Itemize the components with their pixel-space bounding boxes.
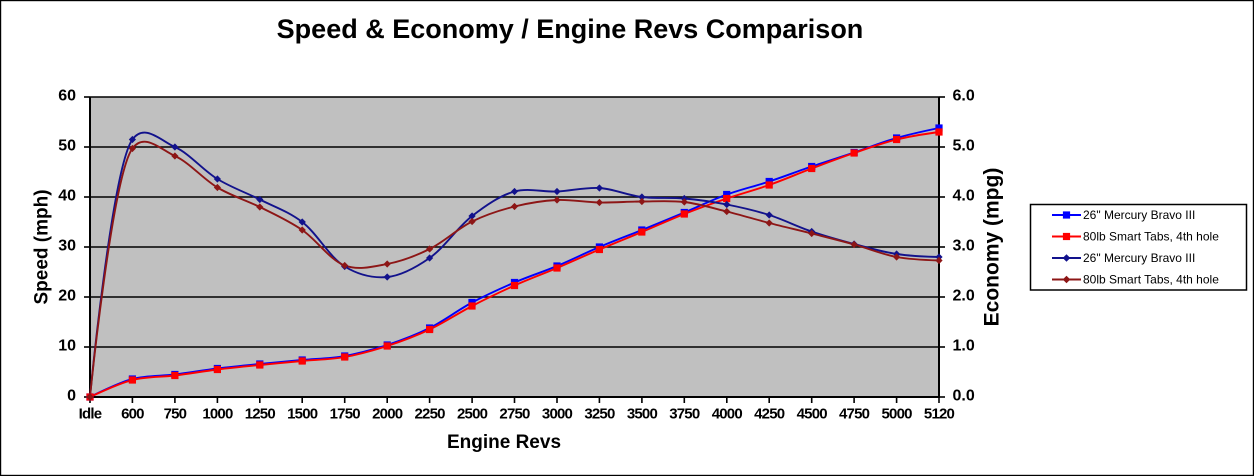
svg-text:20: 20 <box>58 288 76 305</box>
svg-text:3250: 3250 <box>584 406 615 423</box>
svg-text:30: 30 <box>58 238 76 255</box>
svg-text:4.0: 4.0 <box>953 188 975 205</box>
svg-text:4500: 4500 <box>797 406 828 423</box>
svg-text:1750: 1750 <box>330 406 361 423</box>
svg-text:1000: 1000 <box>202 406 233 423</box>
svg-text:1.0: 1.0 <box>953 338 975 355</box>
svg-text:Idle: Idle <box>79 406 102 423</box>
svg-text:1500: 1500 <box>287 406 318 423</box>
svg-text:4000: 4000 <box>712 406 743 423</box>
svg-text:60: 60 <box>58 88 76 105</box>
svg-text:Speed (mph): Speed (mph) <box>32 189 53 304</box>
svg-text:80lb Smart Tabs, 4th hole: 80lb Smart Tabs, 4th hole <box>1083 273 1219 287</box>
svg-text:80lb Smart Tabs, 4th hole: 80lb Smart Tabs, 4th hole <box>1083 230 1219 244</box>
svg-text:0.0: 0.0 <box>953 388 975 405</box>
svg-text:3000: 3000 <box>542 406 573 423</box>
svg-text:3750: 3750 <box>669 406 700 423</box>
svg-text:750: 750 <box>164 406 187 423</box>
svg-text:1250: 1250 <box>245 406 276 423</box>
svg-text:4750: 4750 <box>839 406 870 423</box>
svg-text:10: 10 <box>58 338 76 355</box>
svg-text:2.0: 2.0 <box>953 288 975 305</box>
svg-text:0: 0 <box>67 388 76 405</box>
svg-text:600: 600 <box>121 406 144 423</box>
svg-text:2750: 2750 <box>499 406 530 423</box>
svg-text:5.0: 5.0 <box>953 138 975 155</box>
svg-text:2000: 2000 <box>372 406 403 423</box>
svg-text:40: 40 <box>58 188 76 205</box>
svg-text:Engine Revs: Engine Revs <box>447 432 561 453</box>
svg-text:26" Mercury Bravo III: 26" Mercury Bravo III <box>1083 208 1195 222</box>
svg-text:5000: 5000 <box>882 406 913 423</box>
svg-text:2250: 2250 <box>415 406 446 423</box>
svg-text:Speed & Economy / Engine Revs: Speed & Economy / Engine Revs Comparison <box>277 14 864 44</box>
svg-text:50: 50 <box>58 138 76 155</box>
svg-text:4250: 4250 <box>754 406 785 423</box>
svg-text:3500: 3500 <box>627 406 658 423</box>
svg-text:Economy (mpg): Economy (mpg) <box>981 168 1004 327</box>
svg-text:6.0: 6.0 <box>953 88 975 105</box>
svg-text:3.0: 3.0 <box>953 238 975 255</box>
svg-text:2500: 2500 <box>457 406 488 423</box>
svg-text:26" Mercury Bravo III: 26" Mercury Bravo III <box>1083 251 1195 265</box>
svg-text:5120: 5120 <box>924 406 955 423</box>
